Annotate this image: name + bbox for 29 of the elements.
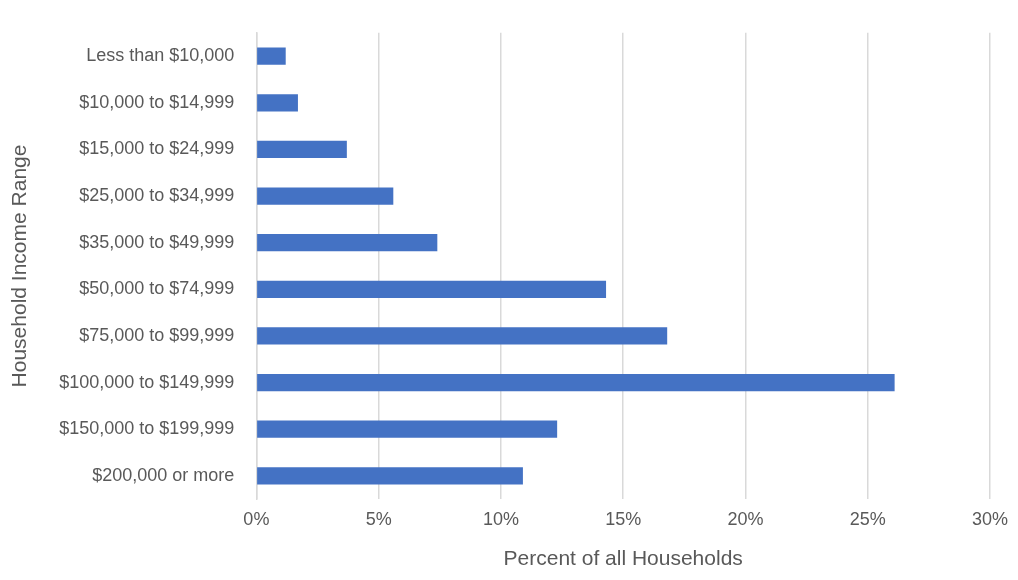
x-tick-label: 5% [365,508,392,529]
x-tick-label: 15% [605,508,642,529]
bar [257,234,438,252]
y-tick-label: $50,000 to $74,999 [79,278,235,299]
bar [257,187,394,205]
bar [257,373,895,392]
x-tick-label: 0% [243,508,270,529]
y-tick-label: $150,000 to $199,999 [59,418,235,439]
x-tick-label: 25% [849,508,886,529]
x-tick-label: 20% [727,508,764,529]
y-tick-label: $35,000 to $49,999 [79,231,235,252]
bar [257,47,286,65]
y-tick-label: $100,000 to $149,999 [59,371,235,392]
y-tick-label: $200,000 or more [92,464,235,485]
x-tick-label: 10% [482,508,519,529]
y-axis-title: Household Income Range [7,144,31,388]
bar [257,140,347,159]
bar [257,467,523,485]
bar [257,94,298,112]
y-tick-label: Less than $10,000 [86,45,235,66]
bar [257,280,607,298]
x-axis-title: Percent of all Households [503,546,743,570]
bar [257,420,558,438]
y-tick-label: $25,000 to $34,999 [79,185,235,206]
y-tick-label: $10,000 to $14,999 [79,91,235,112]
y-tick-label: $75,000 to $99,999 [79,324,235,345]
bar [257,327,668,345]
y-tick-label: $15,000 to $24,999 [79,138,235,159]
x-tick-label: 30% [971,508,1008,529]
